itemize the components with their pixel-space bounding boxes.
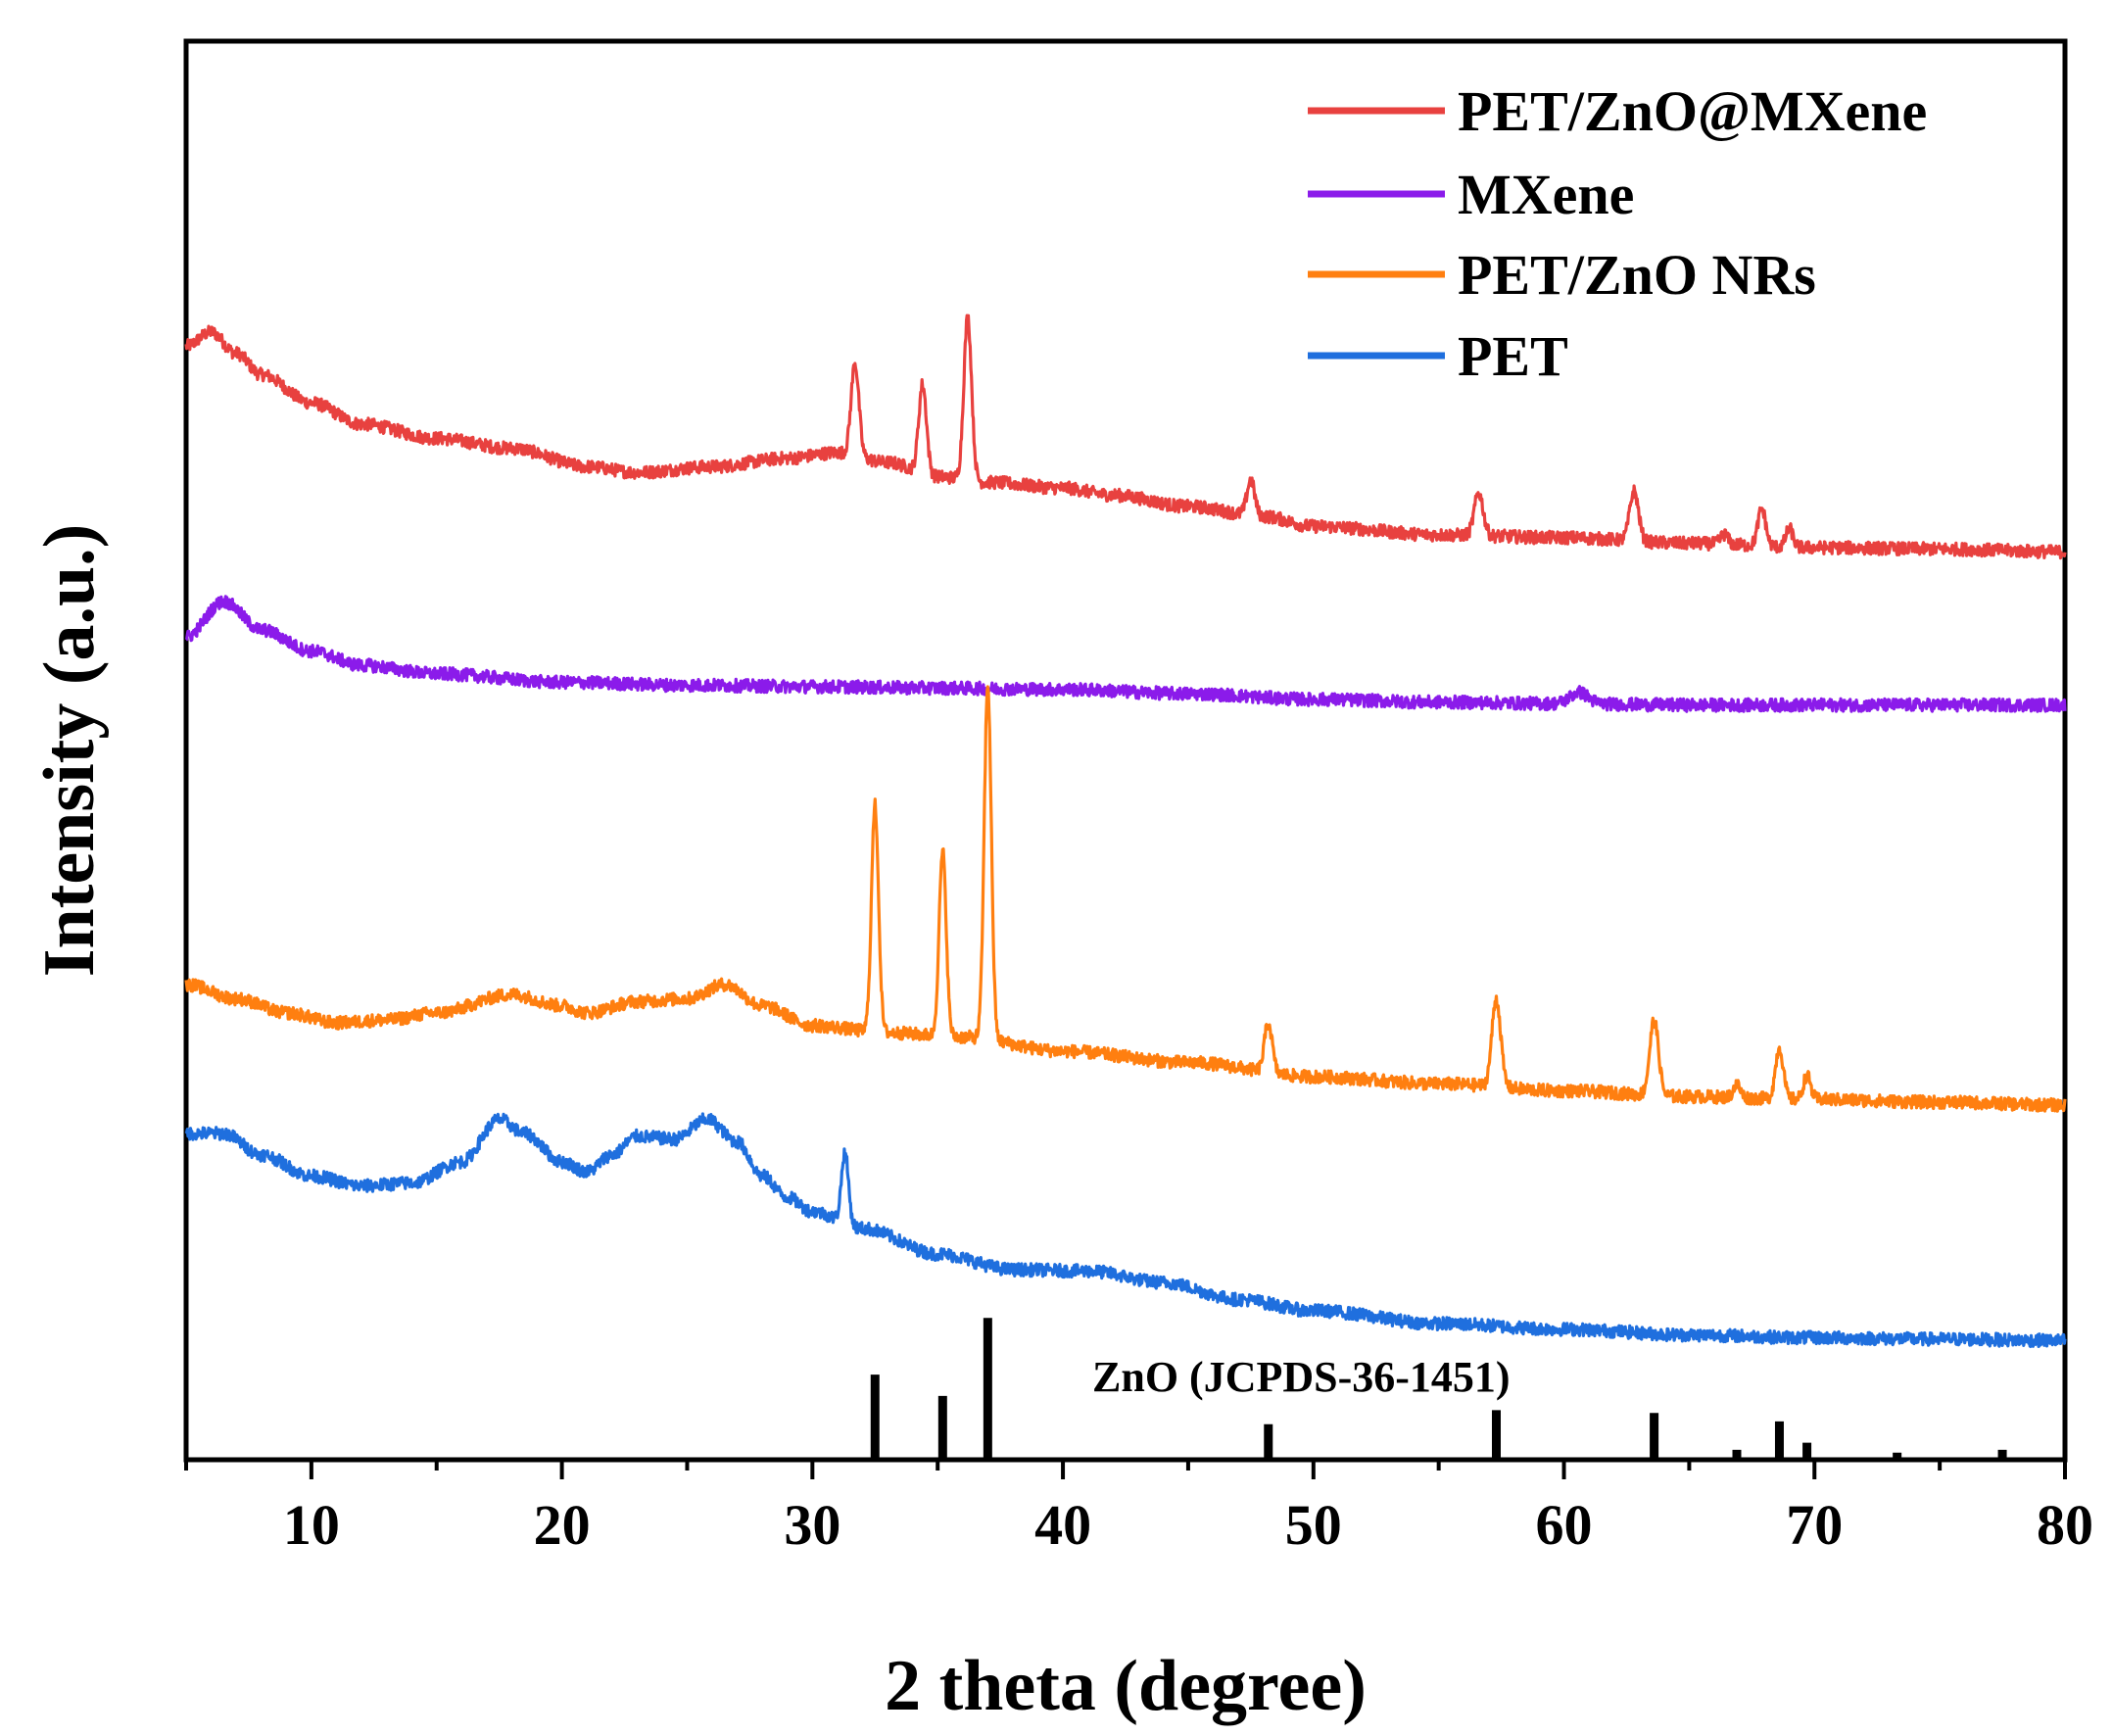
legend-item-pet-zno-nrs: PET/ZnO NRs: [1308, 243, 1816, 307]
legend-item-pet: PET: [1308, 324, 1568, 388]
x-tick-label: 20: [534, 1493, 591, 1557]
reference-label: ZnO (JCPDS-36-1451): [1092, 1353, 1511, 1401]
x-tick-label: 50: [1285, 1493, 1342, 1557]
legend-label: PET: [1458, 324, 1568, 388]
x-tick-label: 40: [1034, 1493, 1091, 1557]
legend-label: PET/ZnO@MXene: [1458, 79, 1927, 143]
reference-layer: [870, 1318, 2007, 1460]
y-axis-title: Intensity (a.u.): [29, 524, 110, 978]
x-axis-ticks: 10 20 30 40 50 60 70 80: [184, 1460, 2093, 1557]
series-layer: [184, 313, 2067, 1348]
x-tick-label: 60: [1536, 1493, 1593, 1557]
plot-frame: [183, 38, 2068, 1463]
legend-label: MXene: [1458, 163, 1634, 226]
x-axis-title: 2 theta (degree): [885, 1646, 1367, 1726]
legend-item-pet-zno-mxene: PET/ZnO@MXene: [1308, 79, 1927, 143]
x-tick-label: 80: [2037, 1493, 2093, 1557]
x-tick-label: 30: [784, 1493, 840, 1557]
series-line-pet-zno-mxene: [184, 313, 2067, 560]
series-line-pet-zno-nrs: [184, 685, 2067, 1113]
series-line-pet: [184, 1112, 2067, 1348]
legend-item-mxene: MXene: [1308, 163, 1634, 226]
x-tick-label: 70: [1786, 1493, 1843, 1557]
legend: PET/ZnO@MXene MXene PET/ZnO NRs PET: [1308, 79, 1927, 388]
legend-label: PET/ZnO NRs: [1458, 243, 1816, 307]
series-line-mxene: [184, 595, 2067, 713]
x-tick-label: 10: [283, 1493, 340, 1557]
